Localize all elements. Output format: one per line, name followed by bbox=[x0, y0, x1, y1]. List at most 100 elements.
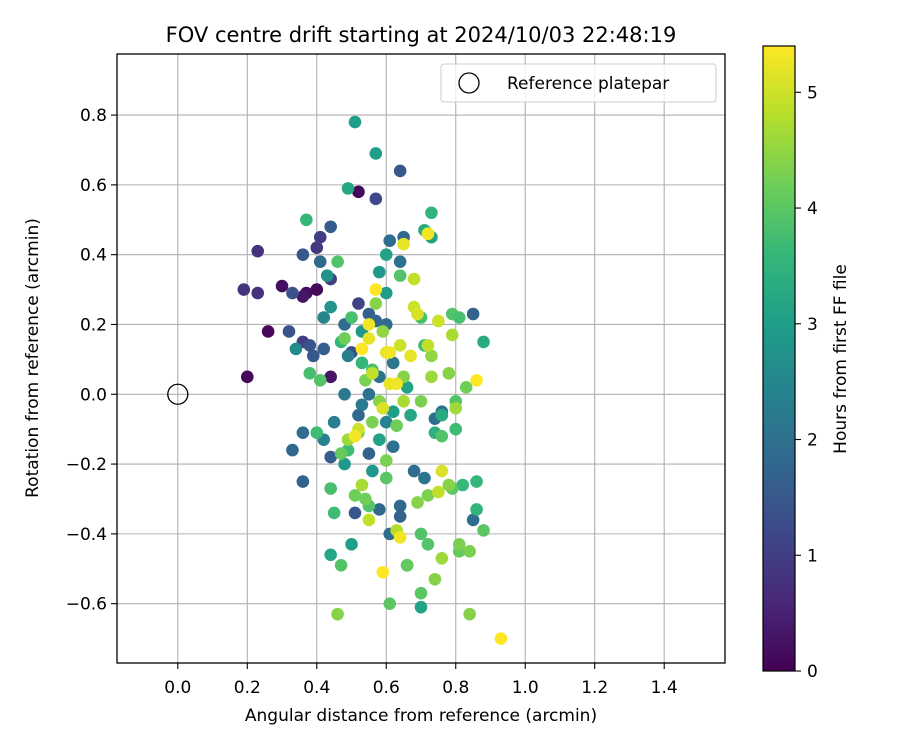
data-point bbox=[313, 230, 327, 244]
data-point bbox=[463, 607, 476, 621]
data-point bbox=[397, 394, 410, 408]
data-point bbox=[362, 447, 376, 460]
data-point bbox=[435, 429, 449, 443]
data-point bbox=[414, 394, 428, 408]
x-tick-label: 0.0 bbox=[164, 678, 191, 698]
data-point bbox=[414, 600, 428, 614]
data-point bbox=[379, 286, 393, 300]
data-point bbox=[240, 370, 254, 384]
data-point bbox=[442, 478, 456, 492]
x-axis-label: Angular distance from reference (arcmin) bbox=[245, 706, 597, 726]
data-point bbox=[366, 415, 379, 429]
data-point bbox=[404, 349, 417, 363]
x-tick-label: 0.6 bbox=[373, 678, 400, 698]
data-point bbox=[383, 234, 397, 248]
data-point bbox=[494, 632, 508, 645]
data-point bbox=[432, 314, 445, 328]
data-point bbox=[359, 492, 372, 506]
data-point bbox=[376, 565, 390, 579]
data-point bbox=[251, 286, 265, 300]
legend-box bbox=[440, 63, 717, 103]
data-point bbox=[324, 300, 337, 314]
y-tick-label: 0.6 bbox=[80, 176, 107, 196]
data-point bbox=[286, 286, 299, 300]
data-point bbox=[362, 513, 376, 527]
data-point bbox=[324, 482, 337, 495]
x-tick-label: 0.4 bbox=[303, 678, 330, 698]
data-point bbox=[324, 370, 337, 384]
data-point bbox=[407, 464, 421, 478]
y-axis-label: Rotation from reference (arcmin) bbox=[23, 218, 43, 498]
data-point bbox=[376, 401, 390, 415]
data-point bbox=[449, 401, 463, 415]
colorbar-label: Hours from first FF file bbox=[831, 264, 851, 454]
data-point bbox=[324, 450, 337, 464]
data-point bbox=[373, 433, 386, 446]
x-tick-label: 0.8 bbox=[442, 678, 469, 698]
data-point bbox=[421, 489, 435, 502]
data-point bbox=[373, 503, 386, 516]
data-point bbox=[338, 457, 351, 471]
data-point bbox=[348, 429, 362, 443]
colorbar: 0 1 2 3 4 5 Hours from first FF file bbox=[762, 45, 851, 682]
data-point bbox=[376, 325, 390, 338]
data-point bbox=[393, 339, 407, 352]
legend-label-reference-platepar: Reference platepar bbox=[507, 74, 669, 94]
data-point bbox=[414, 527, 428, 541]
data-point bbox=[296, 290, 310, 303]
data-point bbox=[366, 464, 379, 478]
data-point bbox=[313, 374, 327, 387]
data-point bbox=[324, 548, 337, 562]
data-point bbox=[303, 339, 317, 352]
x-tick-label: 1.2 bbox=[581, 678, 608, 698]
data-point bbox=[348, 506, 362, 520]
x-tick-label: 1.4 bbox=[651, 678, 678, 698]
data-point bbox=[421, 339, 435, 352]
data-point bbox=[463, 545, 476, 558]
plot-area bbox=[116, 53, 726, 664]
colorbar-tick-label: 0 bbox=[807, 662, 818, 682]
data-point bbox=[400, 558, 414, 572]
data-point bbox=[414, 586, 428, 600]
data-points bbox=[167, 115, 508, 645]
data-point bbox=[421, 227, 435, 241]
data-point bbox=[334, 558, 348, 572]
colorbar-ticks: 0 1 2 3 4 5 bbox=[795, 83, 818, 682]
data-point bbox=[352, 185, 365, 199]
data-point bbox=[477, 524, 490, 537]
data-point bbox=[452, 538, 466, 551]
data-point bbox=[331, 255, 344, 268]
data-point bbox=[411, 496, 424, 509]
data-point bbox=[369, 192, 383, 206]
data-point bbox=[352, 297, 365, 310]
data-point bbox=[251, 244, 265, 258]
data-point bbox=[355, 398, 369, 412]
data-point bbox=[456, 478, 469, 492]
data-point bbox=[345, 538, 358, 551]
data-point bbox=[369, 297, 383, 310]
data-point bbox=[470, 475, 483, 488]
data-point bbox=[400, 380, 414, 394]
data-point bbox=[435, 552, 449, 565]
data-point bbox=[275, 279, 289, 293]
data-point bbox=[237, 283, 251, 296]
data-point bbox=[393, 255, 407, 268]
data-point bbox=[404, 408, 417, 422]
data-point bbox=[324, 220, 337, 234]
data-point bbox=[379, 415, 393, 429]
data-point bbox=[261, 325, 275, 338]
colorbar-tick-label: 5 bbox=[807, 83, 818, 103]
data-point bbox=[432, 485, 445, 499]
colorbar-tick-label: 3 bbox=[807, 315, 818, 335]
data-point bbox=[355, 342, 369, 356]
data-point bbox=[386, 356, 400, 370]
data-point bbox=[466, 513, 480, 527]
colorbar-tick-label: 4 bbox=[807, 199, 818, 219]
data-point bbox=[352, 408, 365, 422]
y-tick-label: −0.2 bbox=[66, 455, 107, 475]
data-point bbox=[435, 408, 449, 422]
data-point bbox=[317, 342, 331, 356]
y-tick-label: 0.0 bbox=[80, 385, 107, 405]
data-point bbox=[338, 387, 351, 401]
data-point bbox=[296, 248, 310, 261]
